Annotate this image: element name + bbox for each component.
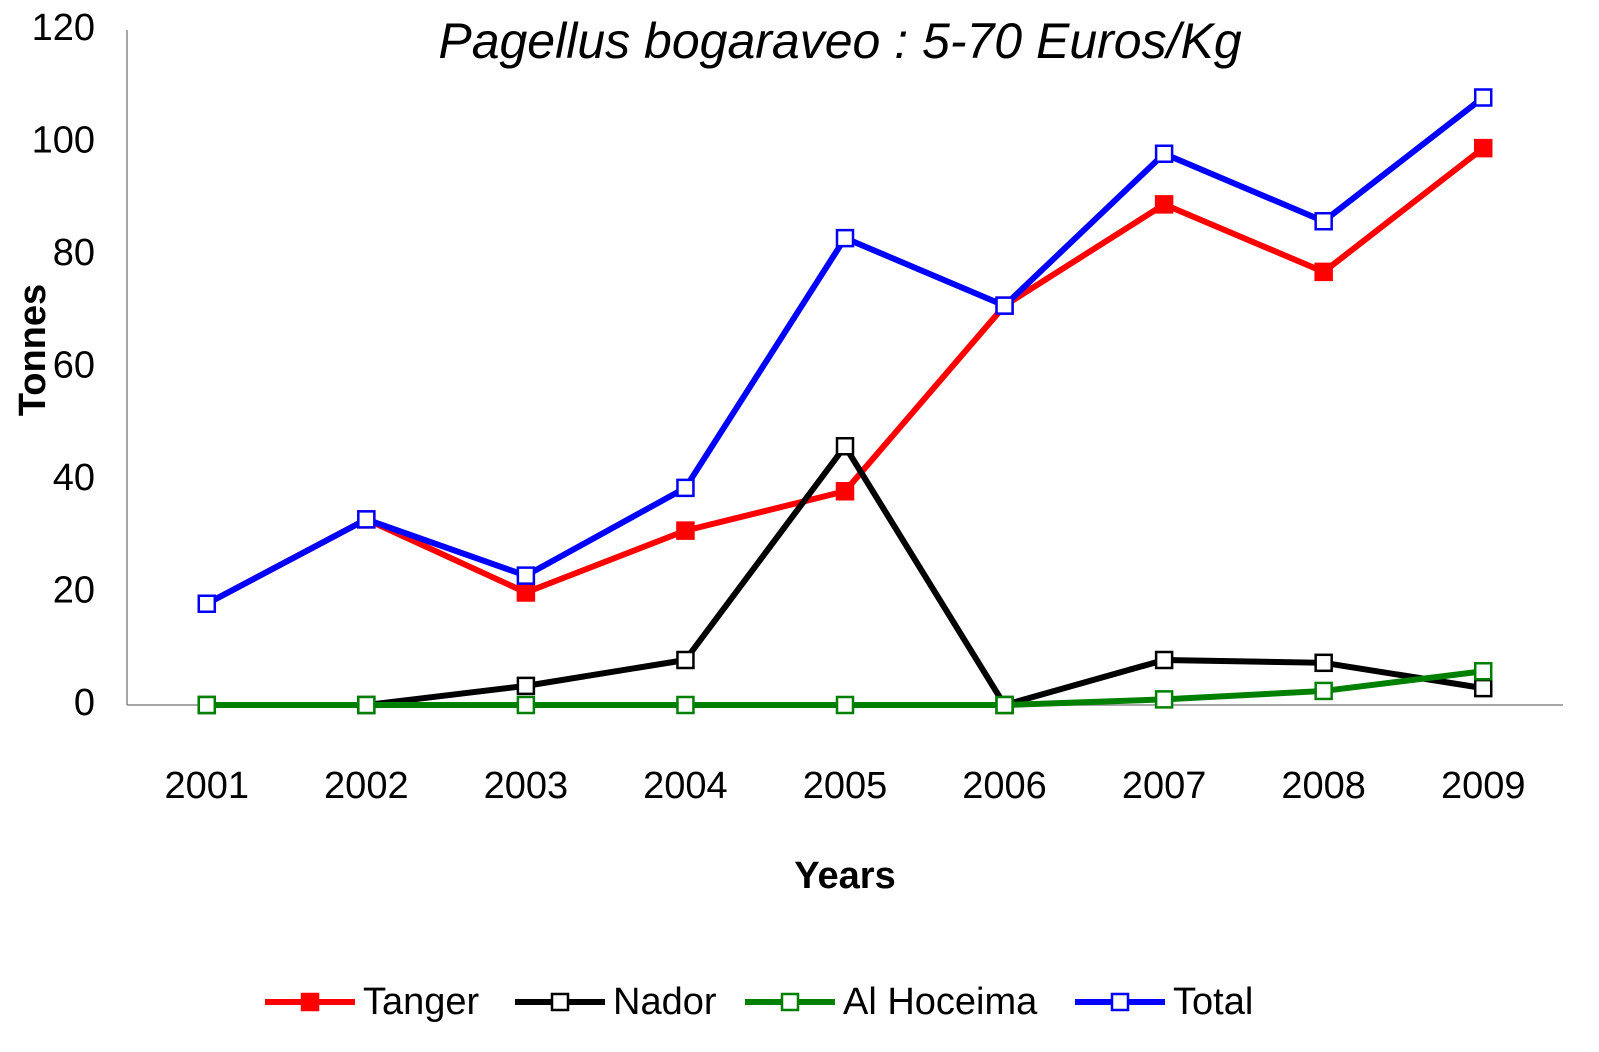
x-tick-label: 2007 — [1122, 765, 1207, 807]
legend-label: Nador — [613, 981, 717, 1023]
data-point — [835, 695, 855, 715]
data-point — [1473, 662, 1493, 681]
x-tick-label: 2003 — [484, 765, 569, 807]
y-tick-label: 100 — [32, 120, 95, 162]
data-point — [835, 228, 855, 248]
data-point — [197, 695, 217, 715]
legend-label: Al Hoceima — [843, 981, 1038, 1023]
y-tick-label: 80 — [53, 232, 95, 274]
y-tick-label: 20 — [53, 570, 95, 612]
data-point — [1154, 144, 1174, 163]
data-point — [676, 521, 695, 540]
data-point — [995, 695, 1014, 715]
data-point — [1314, 681, 1333, 701]
data-point — [676, 695, 695, 715]
data-point — [1154, 650, 1174, 670]
data-point — [835, 437, 855, 456]
series-line — [205, 145, 1486, 607]
legend-swatch-marker — [550, 992, 570, 1012]
data-point — [516, 566, 536, 585]
data-point — [197, 594, 217, 613]
x-tick-label: 2002 — [324, 765, 409, 807]
data-point — [1473, 678, 1493, 698]
series-line — [205, 95, 1486, 607]
legend-swatch-marker — [1110, 992, 1130, 1012]
data-point — [1314, 262, 1333, 282]
data-point — [676, 478, 695, 498]
data-point — [1473, 88, 1493, 107]
data-point — [516, 676, 536, 696]
y-tick-label: 60 — [53, 345, 95, 387]
data-point — [357, 510, 376, 529]
legend-label: Tanger — [363, 981, 480, 1023]
data-point — [835, 482, 855, 501]
legend-swatch-marker — [780, 992, 800, 1012]
x-tick-label: 2008 — [1281, 765, 1366, 807]
data-point — [1473, 138, 1493, 158]
y-tick-label: 40 — [53, 457, 95, 499]
data-point — [995, 296, 1014, 315]
y-tick-label: 120 — [32, 7, 95, 49]
legend-swatch-marker — [300, 992, 320, 1012]
data-point — [516, 695, 536, 715]
data-point — [1154, 195, 1174, 214]
y-axis-label: Tonnes — [12, 284, 54, 416]
legend-label: Total — [1173, 981, 1253, 1023]
y-tick-label: 0 — [74, 682, 95, 724]
data-point — [1314, 653, 1333, 673]
data-point — [676, 650, 695, 670]
data-point — [1314, 212, 1333, 231]
data-point — [1154, 690, 1174, 709]
chart-title: Pagellus bogaraveo : 5-70 Euros/Kg — [438, 13, 1241, 69]
x-tick-label: 2006 — [962, 765, 1047, 807]
x-tick-label: 2005 — [803, 765, 888, 807]
x-axis-label: Years — [794, 855, 895, 897]
x-tick-label: 2004 — [643, 765, 728, 807]
x-tick-label: 2001 — [165, 765, 250, 807]
x-tick-label: 2009 — [1441, 765, 1526, 807]
data-point — [516, 583, 536, 602]
data-point — [357, 695, 376, 715]
